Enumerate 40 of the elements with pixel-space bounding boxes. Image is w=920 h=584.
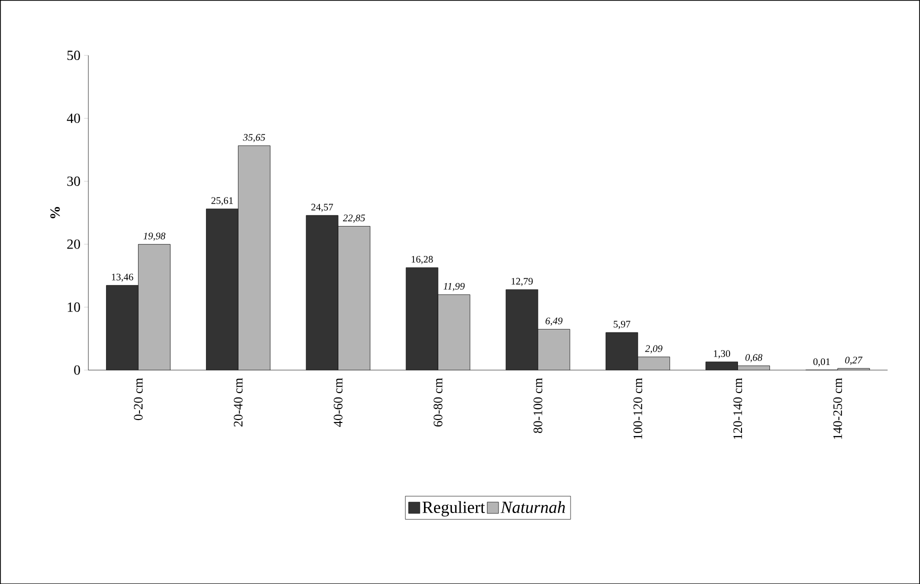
- bar: [106, 285, 138, 370]
- data-label: 2,09: [645, 345, 662, 354]
- y-tick-label: 30: [67, 176, 80, 186]
- y-tick-label: 20: [67, 239, 80, 249]
- y-tick-label: 10: [68, 302, 80, 312]
- bar: [706, 362, 738, 370]
- data-label: 0,27: [845, 356, 863, 365]
- data-label: 24,57: [311, 204, 334, 212]
- data-label: 0,01: [813, 358, 830, 366]
- legend-label: Naturnah: [500, 500, 565, 513]
- y-axis-title: %: [50, 206, 60, 218]
- data-label: 35,65: [242, 134, 266, 142]
- x-tick-label: 20-40 cm: [234, 378, 243, 426]
- bar: [506, 289, 538, 370]
- x-tick-label: 40-60 cm: [334, 378, 342, 427]
- x-tick-label: 120-140 cm: [733, 378, 742, 439]
- x-tick-label: 140-250 cm: [833, 378, 842, 439]
- x-tick-label: 100-120 cm: [633, 378, 642, 439]
- y-tick-label: 0: [74, 365, 80, 375]
- bar: [606, 332, 638, 370]
- x-tick-label: 0-20 cm: [134, 378, 143, 420]
- y-tick-label: 50: [67, 50, 80, 60]
- data-label: 22,85: [342, 214, 365, 223]
- data-label: 1,30: [714, 350, 730, 358]
- x-tick-label: 60-80 cm: [434, 378, 442, 426]
- data-label: 0,68: [745, 354, 762, 362]
- bar: [406, 267, 438, 370]
- data-label: 12,79: [512, 278, 533, 286]
- y-tick-label: 40: [66, 113, 80, 123]
- legend-label: Reguliert: [422, 500, 485, 516]
- data-label: 19,98: [143, 232, 166, 241]
- data-label: 16,28: [412, 256, 433, 264]
- data-label: 11,99: [444, 282, 465, 291]
- data-label: 6,49: [546, 317, 562, 326]
- x-tick-label: 80-100 cm: [534, 378, 542, 433]
- data-label: 5,97: [614, 320, 630, 329]
- data-label: 25,61: [211, 197, 233, 206]
- data-label: 13,46: [112, 274, 134, 282]
- bar: [306, 215, 338, 370]
- bar: [206, 208, 238, 370]
